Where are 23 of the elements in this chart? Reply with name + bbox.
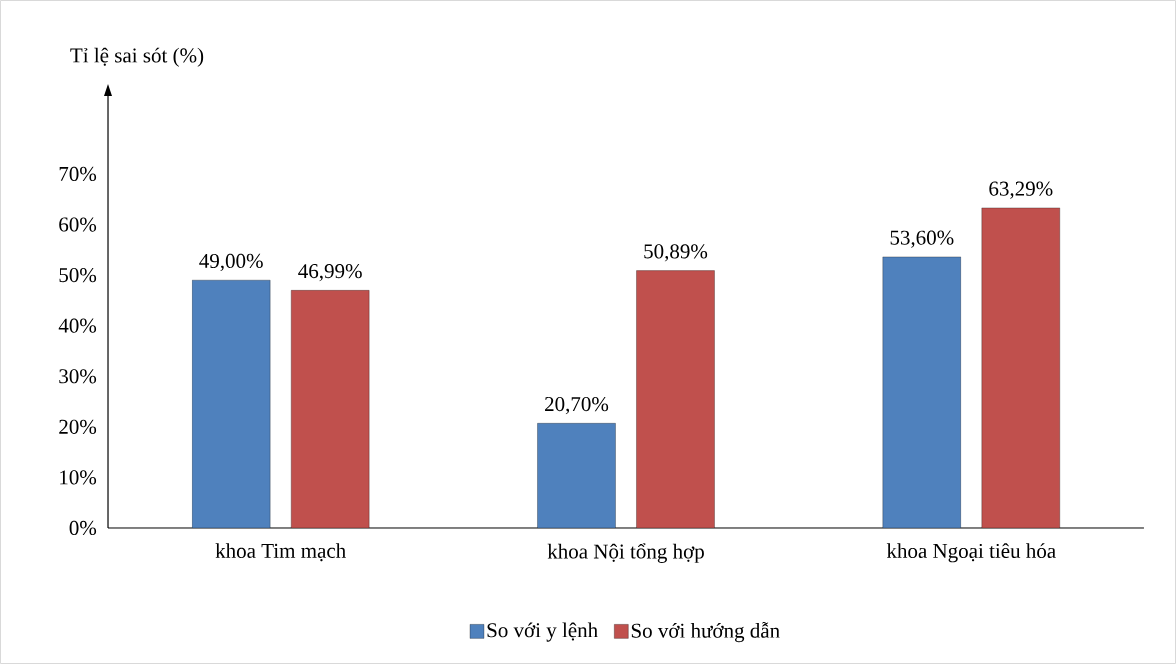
x-tick-label: khoa Nội tổng hợp: [547, 543, 704, 563]
data-label: 49,00%: [199, 253, 263, 272]
x-tick-label: khoa Ngoại tiêu hóa: [886, 543, 1056, 563]
x-tick-label: khoa Tim mạch: [215, 543, 346, 562]
y-tick-label: 20%: [59, 419, 97, 434]
y-axis-title: Tỉ lệ sai sót (%): [70, 47, 204, 67]
data-label: 20,70%: [545, 396, 609, 415]
data-label: 53,60%: [890, 230, 954, 248]
data-label: 50,89%: [644, 244, 708, 262]
y-tick-label: 60%: [59, 217, 97, 232]
bar: [981, 207, 1060, 528]
bar: [636, 270, 715, 528]
legend-label: So với hướng dẫn: [631, 622, 780, 643]
y-tick-label: 30%: [59, 369, 97, 384]
y-tick-label: 10%: [60, 470, 97, 485]
y-tick-label: 70%: [59, 166, 97, 182]
legend-label: So với y lệnh: [487, 622, 598, 642]
y-tick-label: 50%: [59, 268, 97, 283]
y-tick-label: 0%: [69, 520, 97, 536]
y-tick-label: 40%: [58, 318, 97, 333]
data-label: 46,99%: [298, 264, 362, 282]
bar: [291, 290, 370, 528]
data-label: 63,29%: [989, 181, 1053, 199]
